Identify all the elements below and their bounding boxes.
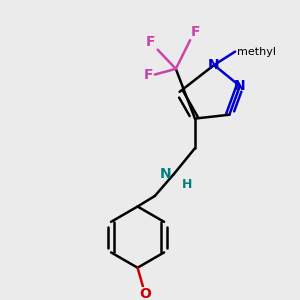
Text: H: H [182,178,192,191]
Text: methyl: methyl [237,46,276,57]
Text: methyl: methyl [238,50,243,51]
Text: O: O [139,287,151,300]
Text: F: F [146,35,156,49]
Text: F: F [191,25,201,39]
Text: F: F [143,68,153,82]
Text: N: N [234,79,246,93]
Text: N: N [208,58,220,72]
Text: N: N [159,167,171,181]
